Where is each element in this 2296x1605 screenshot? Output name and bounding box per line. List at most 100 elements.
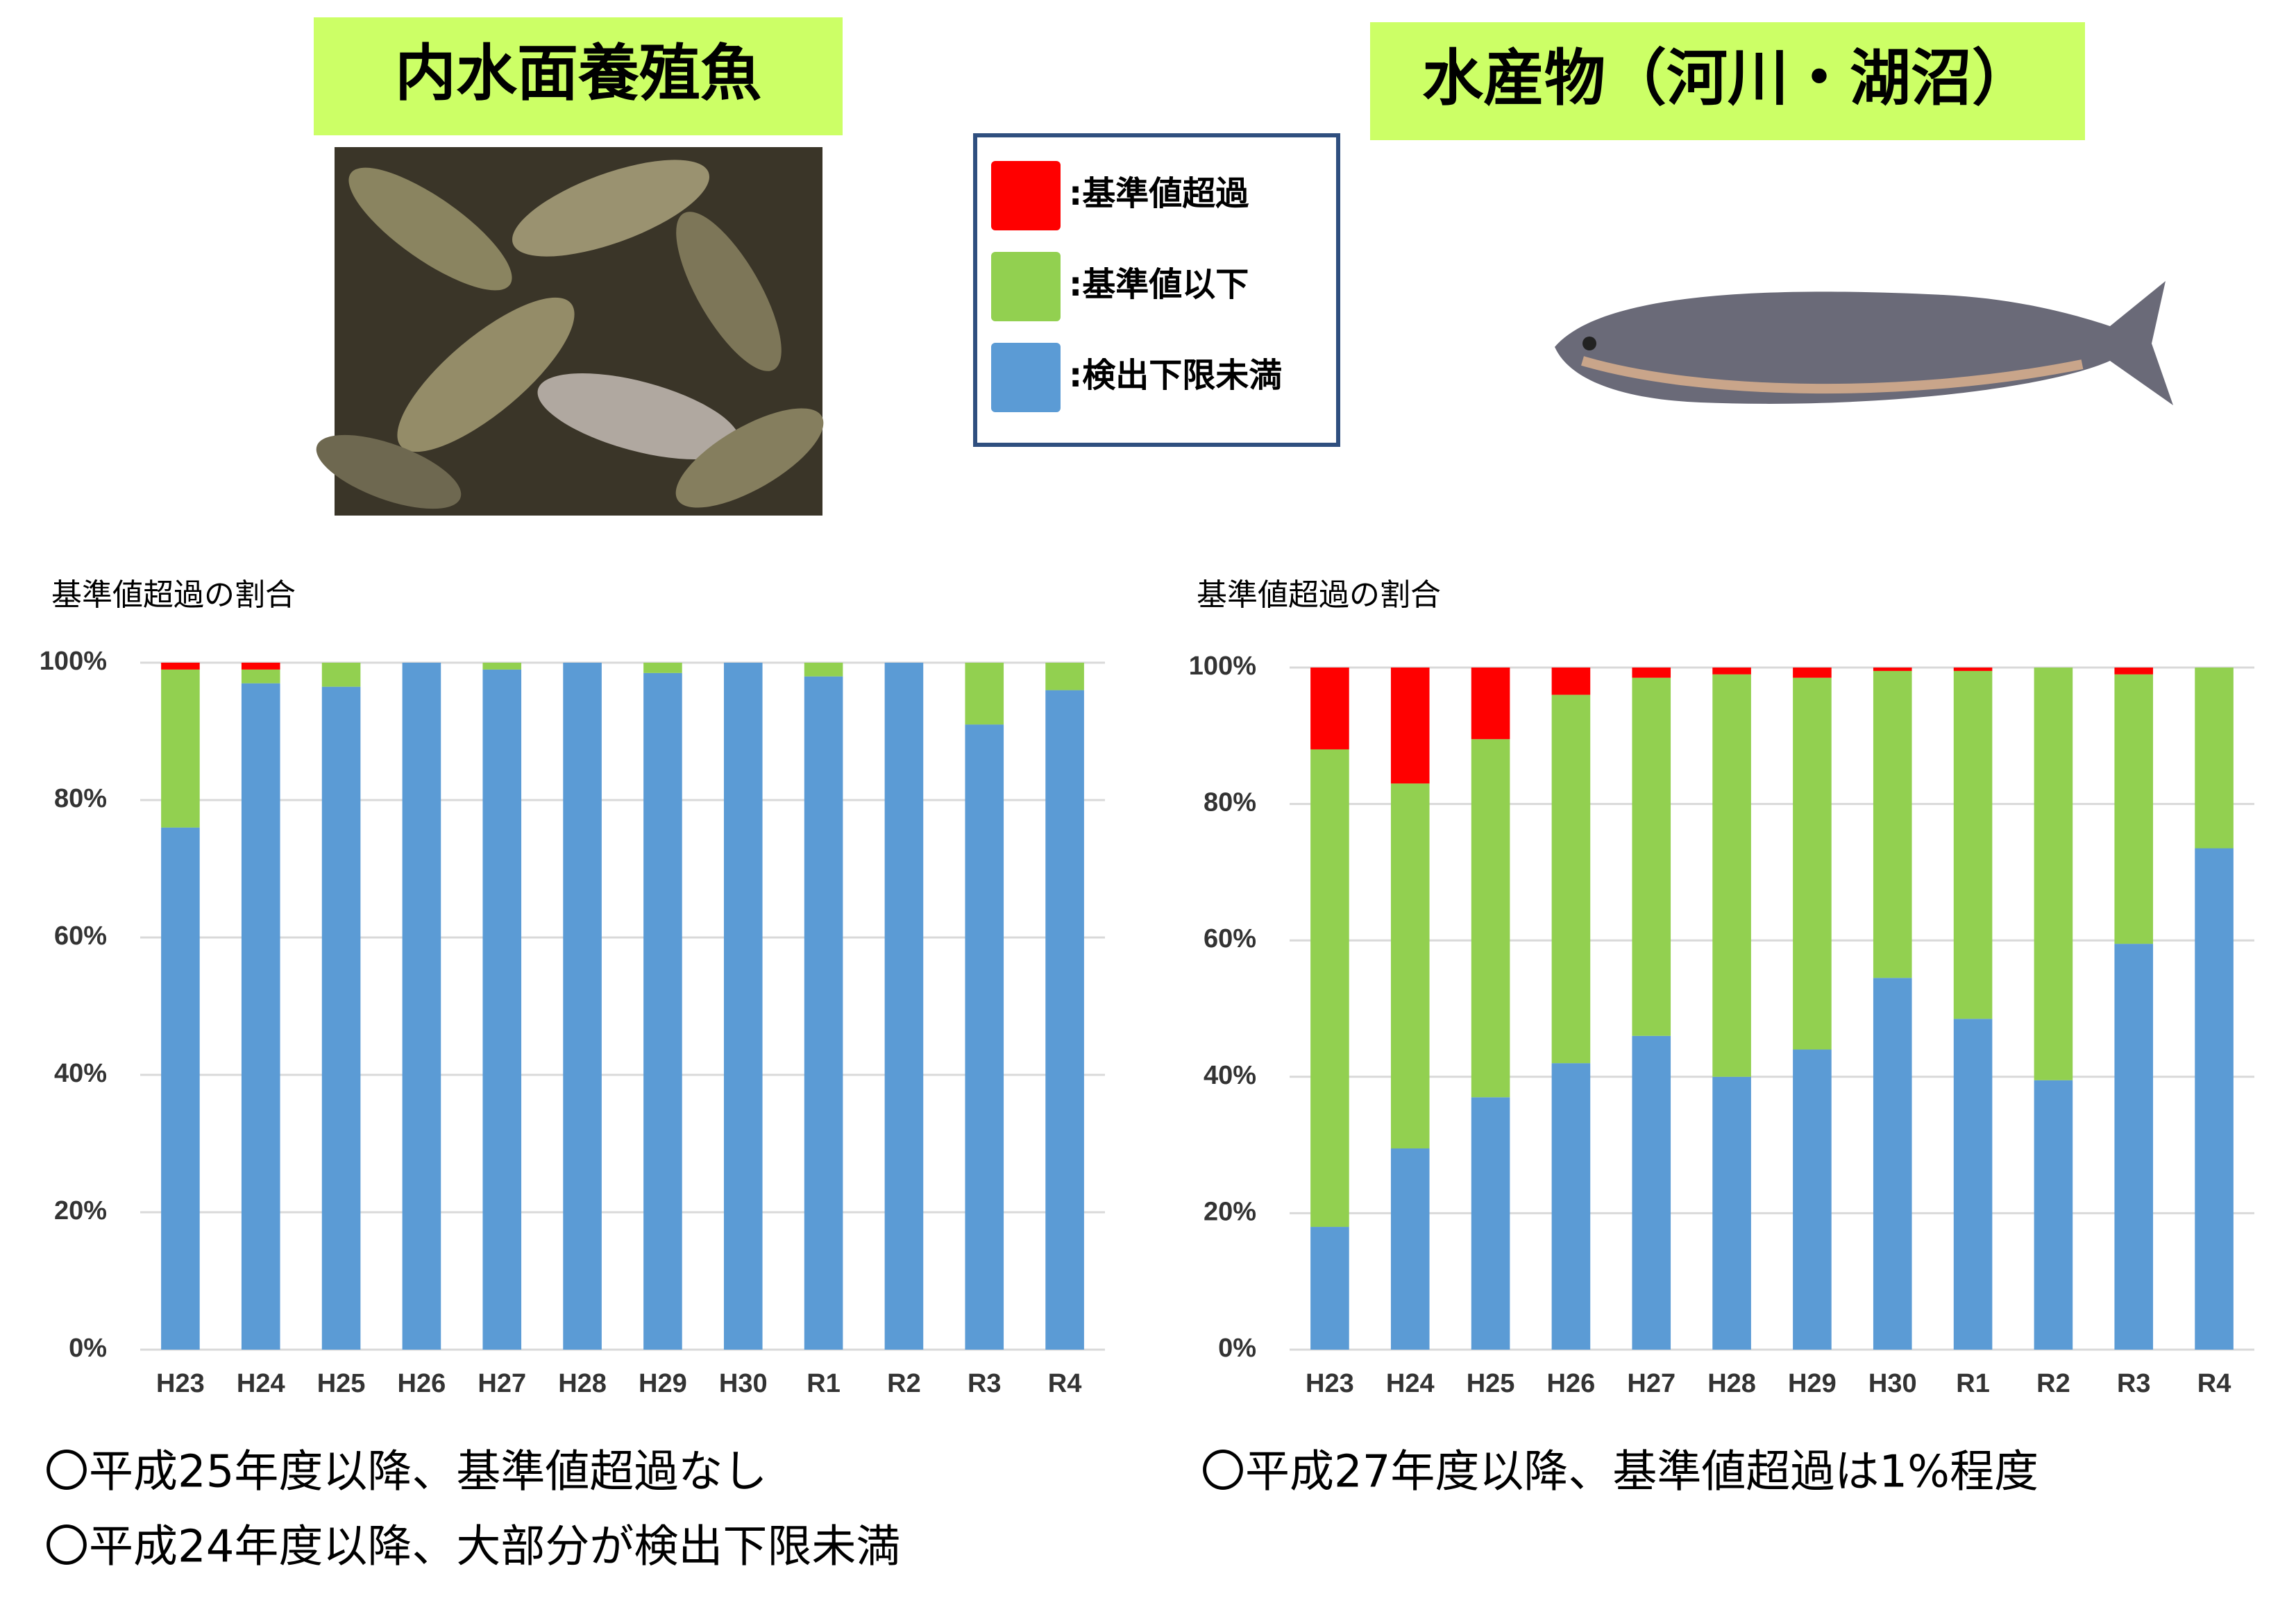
bar-segment: [321, 686, 361, 1350]
bar-segment: [482, 669, 522, 1350]
legend-label: :基準値以下: [1069, 265, 1249, 304]
photo-carp: [316, 147, 824, 516]
bar-segment: [1551, 668, 1591, 695]
x-tick-label: R2: [2036, 1369, 2070, 1398]
x-tick-label: H30: [1868, 1369, 1917, 1398]
bar-segment: [643, 672, 682, 1350]
x-tick-label: R4: [2197, 1369, 2231, 1398]
bar-segment: [1712, 668, 1751, 674]
y-tick-label: 60%: [54, 922, 107, 951]
bar-segment: [1310, 749, 1349, 1228]
bar-segment: [1471, 739, 1510, 1098]
bar-segment: [723, 663, 763, 1350]
y-tick-label: 80%: [1204, 788, 1256, 817]
note: 〇平成25年度以降、基準値超過なし: [44, 1447, 767, 1498]
bar-segment: [1632, 668, 1671, 678]
x-tick-label: H27: [478, 1369, 526, 1398]
y-tick-label: 80%: [54, 784, 107, 813]
legend-swatch: [991, 343, 1061, 412]
x-tick-label: H30: [719, 1369, 768, 1398]
bar-segment: [1953, 668, 1993, 671]
bar-segment: [804, 676, 843, 1350]
bar-segment: [1632, 1035, 1671, 1350]
heading-box: [314, 17, 843, 135]
legend-swatch: [991, 161, 1061, 230]
bar-segment: [1712, 674, 1751, 1077]
y-axis-label: 基準値超過の割合: [51, 577, 296, 613]
bar-segment: [1390, 1148, 1430, 1350]
note: 〇平成24年度以降、大部分が検出下限未満: [44, 1522, 900, 1573]
bar-segment: [884, 663, 924, 1350]
bar-segment: [2114, 674, 2154, 944]
bar-segment: [402, 663, 441, 1350]
bar-segment: [1390, 668, 1430, 784]
x-tick-label: H29: [1788, 1369, 1837, 1398]
bar-segment: [643, 663, 682, 673]
bar-segment: [1471, 668, 1510, 740]
x-tick-label: H23: [1306, 1369, 1354, 1398]
x-tick-label: H24: [237, 1369, 285, 1398]
bar-segment: [1953, 670, 1993, 1019]
x-tick-label: H24: [1386, 1369, 1435, 1398]
bar-segment: [1471, 1097, 1510, 1350]
x-tick-label: H26: [398, 1369, 446, 1398]
y-axis-label: 基準値超過の割合: [1197, 577, 1441, 613]
bar-segment: [1310, 1227, 1349, 1350]
bar-segment: [2195, 848, 2234, 1350]
x-tick-label: H25: [1467, 1369, 1515, 1398]
bar-segment: [241, 663, 280, 670]
photo-char: [1555, 281, 2173, 405]
bar-segment: [804, 663, 843, 677]
bar-segment: [2195, 668, 2234, 849]
bar-segment: [1632, 677, 1671, 1036]
legend-label: :検出下限未満: [1069, 356, 1282, 395]
x-tick-label: R3: [968, 1369, 1002, 1398]
y-tick-label: 40%: [54, 1059, 107, 1088]
legend-swatch: [991, 252, 1061, 321]
heading: 水産物（河川・湖沼）: [1422, 42, 2033, 114]
heading: 内水面養殖魚: [395, 37, 761, 109]
bar-segment: [2114, 668, 2154, 674]
y-tick-label: 100%: [1189, 652, 1256, 681]
bar-segment: [965, 724, 1004, 1350]
x-tick-label: H23: [156, 1369, 205, 1398]
bar-segment: [321, 663, 361, 687]
bar-segment: [1045, 690, 1084, 1350]
y-tick-label: 100%: [40, 647, 107, 676]
x-tick-label: H26: [1547, 1369, 1596, 1398]
y-tick-label: 40%: [1204, 1061, 1256, 1090]
bar-segment: [2034, 668, 2073, 1080]
x-tick-label: H27: [1627, 1369, 1675, 1398]
bar-segment: [1551, 1063, 1591, 1350]
bar-segment: [563, 663, 602, 1350]
y-tick-label: 20%: [54, 1196, 107, 1225]
y-tick-label: 0%: [69, 1334, 107, 1363]
bar-segment: [1793, 668, 1832, 678]
bar-segment: [1953, 1019, 1993, 1350]
x-tick-label: H29: [639, 1369, 687, 1398]
bar-segment: [1873, 668, 1912, 671]
x-tick-label: R4: [1048, 1369, 1082, 1398]
legend-label: :基準値超過: [1069, 174, 1249, 213]
x-tick-label: R1: [807, 1369, 841, 1398]
bar-segment: [1712, 1076, 1751, 1350]
x-tick-label: H25: [317, 1369, 366, 1398]
x-tick-label: R3: [2117, 1369, 2151, 1398]
bar-segment: [2114, 944, 2154, 1350]
bar-segment: [1873, 978, 1912, 1350]
bar-segment: [1045, 663, 1084, 690]
x-tick-label: H28: [1707, 1369, 1756, 1398]
y-tick-label: 60%: [1204, 924, 1256, 953]
bar-segment: [161, 663, 200, 670]
x-tick-label: H28: [558, 1369, 607, 1398]
bar-segment: [1390, 783, 1430, 1149]
bar-segment: [965, 663, 1004, 725]
bar-segment: [482, 663, 522, 670]
y-tick-label: 0%: [1218, 1334, 1256, 1363]
bar-segment: [2034, 1080, 2073, 1350]
bar-segment: [1551, 695, 1591, 1064]
bar-segment: [241, 669, 280, 683]
note: 〇平成27年度以降、基準値超過は1%程度: [1201, 1447, 2038, 1498]
bar-segment: [1873, 670, 1912, 978]
